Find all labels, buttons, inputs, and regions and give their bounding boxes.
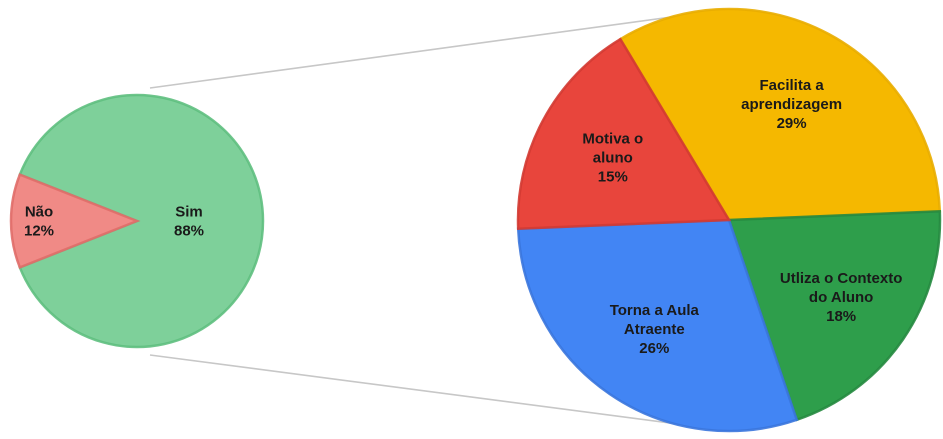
secondary-pie: Facilita a aprendizagem 29% Utliza o Contex… [516,7,942,433]
slice-torna-a-aula-atraente-label-line: Torna a Aula [610,302,700,319]
slice-motiva-o-aluno-label-line: Motiva o [582,130,643,147]
slice-utliza-o-contexto-do-aluno-label-line: Utliza o Contexto [780,270,903,287]
slice-sim-label: Sim 88% [174,204,204,240]
connector-lines [149,11,709,429]
slice-facilita-a-aprendizagem-label-line: Facilita a [760,77,825,94]
slice-utliza-o-contexto-do-aluno [727,209,942,422]
slice-facilita-a-aprendizagem-label-line: aprendizagem [741,96,842,113]
slice-nao-label: Não 12% [24,204,54,240]
slice-utliza-o-contexto-do-aluno-label-line: do Aluno [809,289,873,306]
slice-sim [18,93,265,349]
connector-line-top [149,11,709,89]
slice-sim-label-line: Sim [175,204,203,221]
slice-nao [9,172,141,270]
slice-motiva-o-aluno-label: Motiva o aluno 15% [582,130,643,185]
slice-motiva-o-aluno-label-line: aluno [593,149,633,166]
slice-motiva-o-aluno [516,37,732,231]
slice-utliza-o-contexto-do-aluno-percent: 18% [826,308,856,325]
slice-nao-percent: 12% [24,223,54,240]
slice-motiva-o-aluno-percent: 15% [598,168,628,185]
slice-sim-percent: 88% [174,223,204,240]
slice-torna-a-aula-atraente-label: Torna a Aula Atraente 26% [610,302,700,357]
slice-facilita-a-aprendizagem [618,7,942,222]
primary-pie: Sim 88% Não 12% [9,93,265,349]
slice-nao-label-line: Não [25,204,53,221]
slice-torna-a-aula-atraente-label-line: Atraente [624,321,685,338]
slice-utliza-o-contexto-do-aluno-label: Utliza o Contexto do Aluno 18% [780,270,903,325]
slice-facilita-a-aprendizagem-label: Facilita a aprendizagem 29% [741,77,842,132]
slice-torna-a-aula-atraente-percent: 26% [639,340,669,357]
connector-line-bottom [149,354,709,429]
slice-torna-a-aula-atraente [516,218,799,433]
slice-facilita-a-aprendizagem-percent: 29% [777,115,807,132]
